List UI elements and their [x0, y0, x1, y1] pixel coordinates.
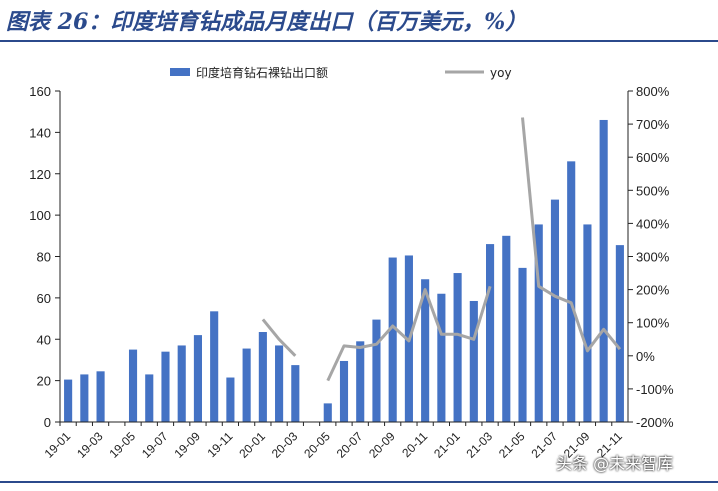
x-axis-tick-label: 19-01 — [42, 429, 74, 461]
left-axis-tick-label: 20 — [37, 374, 51, 389]
left-axis-tick-label: 0 — [44, 415, 51, 430]
left-axis-tick-label: 80 — [37, 250, 51, 265]
right-axis-tick-label: 300% — [636, 250, 670, 265]
x-axis-tick-label: 19-05 — [107, 429, 139, 461]
right-axis-tick-label: 400% — [636, 216, 670, 231]
chart-title: 图表 26：印度培育钻成品月度出口（百万美元，%） — [6, 9, 528, 35]
bar — [96, 371, 105, 422]
bar — [193, 335, 202, 422]
title-rule — [0, 40, 718, 42]
right-axis-tick-label: 200% — [636, 283, 670, 298]
legend-bar-swatch — [170, 68, 190, 76]
left-axis-tick-label: 160 — [29, 84, 51, 99]
left-axis-tick-label: 40 — [37, 332, 51, 347]
x-axis: 19-01 19-03 19-05 19-07 19-09 19-11 20-01 20-03… — [42, 421, 628, 461]
bar — [518, 267, 527, 422]
right-axis-tick-label: 500% — [636, 183, 670, 198]
bar — [453, 273, 462, 422]
bar — [145, 374, 154, 422]
bar — [64, 379, 73, 422]
right-axis: -200% -100% 0% 100% 200% 300% 400% 500% 600% 700%… — [627, 84, 674, 430]
watermark: 头条 @未来智库 — [556, 454, 674, 473]
right-axis-tick-label: -200% — [636, 415, 674, 430]
bar — [275, 345, 284, 422]
right-axis-tick-label: 0% — [636, 349, 655, 364]
x-axis-tick-label: 19-09 — [171, 429, 203, 461]
bar — [339, 360, 349, 422]
right-axis-tick-label: 700% — [636, 117, 670, 132]
bar — [599, 119, 608, 423]
yoy-line-segment — [326, 285, 492, 382]
x-axis-tick-label: 20-05 — [301, 429, 333, 461]
bar-series — [64, 119, 624, 423]
bar — [437, 293, 446, 422]
right-axis-tick-label: 100% — [636, 316, 670, 331]
x-axis-tick-label: 20-01 — [236, 429, 268, 461]
x-axis-tick-label: 19-03 — [74, 429, 106, 461]
legend-bar-label: 印度培育钻石裸钻出口额 — [196, 65, 328, 80]
bar — [323, 403, 332, 422]
x-axis-tick-label: 21-01 — [431, 429, 463, 461]
right-axis-tick-label: -100% — [636, 382, 674, 397]
bar — [161, 351, 170, 422]
right-axis-tick-label: 800% — [636, 84, 670, 99]
left-axis-tick-label: 60 — [37, 291, 51, 306]
x-axis-tick-label: 19-11 — [205, 429, 236, 460]
bottom-rule — [0, 481, 718, 483]
bar — [226, 377, 235, 422]
bar — [242, 348, 251, 422]
bar — [421, 279, 430, 422]
legend: 印度培育钻石裸钻出口额 yoy — [170, 65, 512, 80]
x-axis-tick-label: 19-07 — [139, 429, 171, 461]
bar — [177, 345, 186, 422]
bar — [469, 300, 478, 422]
x-axis-tick-label: 20-07 — [334, 429, 366, 461]
bar — [128, 349, 138, 422]
bar — [615, 245, 624, 422]
bar — [372, 319, 381, 422]
yoy-line-segment — [261, 318, 297, 357]
x-axis-tick-label: 21-05 — [496, 429, 528, 461]
left-axis-tick-label: 140 — [29, 125, 51, 140]
legend-line-label: yoy — [490, 66, 512, 80]
right-axis-tick-label: 600% — [636, 150, 670, 165]
left-axis-tick-label: 120 — [29, 167, 51, 182]
bar — [258, 332, 267, 422]
bar — [210, 311, 219, 422]
x-axis-tick-label: 21-03 — [464, 429, 496, 461]
yoy-line-series — [261, 117, 622, 382]
bar — [486, 244, 495, 422]
x-axis-tick-label: 20-11 — [399, 429, 430, 460]
left-axis-tick-label: 100 — [29, 208, 51, 223]
bar — [502, 235, 511, 422]
x-axis-tick-label: 20-03 — [269, 429, 301, 461]
bar — [356, 341, 365, 422]
bar — [583, 224, 592, 422]
bar — [550, 199, 560, 422]
left-axis: 0 20 40 60 80 100 120 140 160 — [29, 84, 61, 430]
yoy-line-segment — [521, 117, 622, 353]
bar — [567, 161, 576, 422]
bar — [80, 374, 89, 422]
bar — [291, 365, 300, 422]
bar — [388, 257, 397, 422]
bar — [534, 224, 543, 422]
x-axis-tick-label: 20-09 — [366, 429, 398, 461]
